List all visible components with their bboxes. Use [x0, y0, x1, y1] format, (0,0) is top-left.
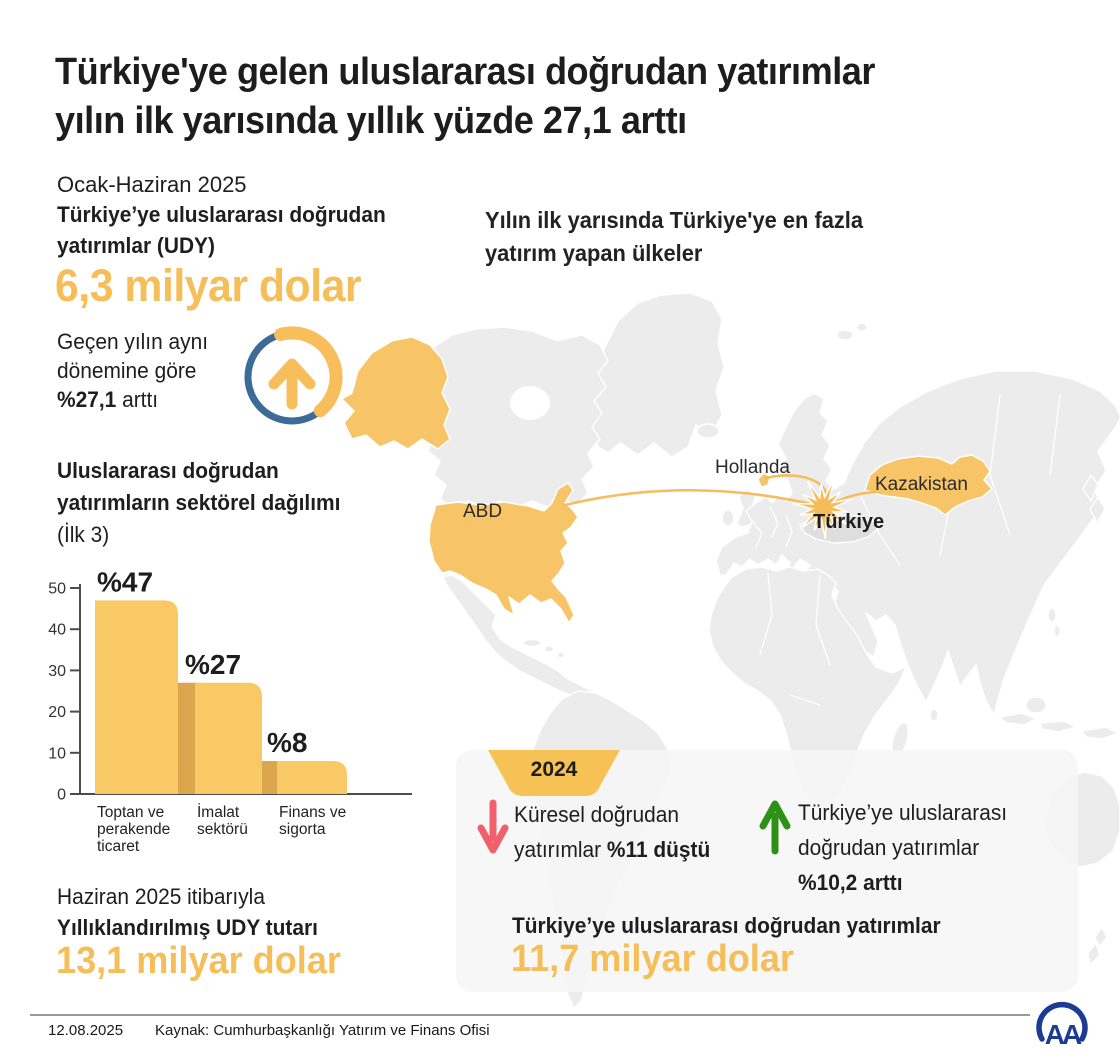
udy-period: Ocak-Haziran 2025 — [57, 172, 247, 197]
box-total-value: 11,7 milyar dolar — [511, 938, 794, 980]
annualized-period: Haziran 2025 itibarıyla — [57, 884, 265, 909]
global-investment-note: Küresel doğrudan yatırımlar %11 düştü — [514, 797, 710, 867]
svg-text:İmalat: İmalat — [197, 803, 240, 821]
map-canada — [419, 326, 609, 508]
footer-source: Kaynak: Cumhurbaşkanlığı Yatırım ve Fina… — [155, 1022, 490, 1039]
sector-bar-chart: 0 10 20 30 40 50 %47 Toptan veperakendeticaret%… — [48, 566, 412, 855]
turkey-note-line2: doğrudan yatırımlar — [798, 835, 980, 860]
year-2024-panel: 2024 Küresel doğrudan yatırımlar %11 düş… — [456, 750, 1078, 992]
svg-text:%27: %27 — [185, 649, 241, 680]
annualized-label: Yıllıklandırılmış UDY tutarı — [57, 915, 318, 940]
svg-text:ticaret: ticaret — [97, 838, 140, 855]
global-note-line2: yatırımlar %11 düştü — [514, 832, 710, 867]
udy-note-tail: arttı — [116, 387, 159, 412]
year-badge: 2024 — [488, 750, 620, 796]
udy-note-line3: %27,1 arttı — [57, 385, 208, 414]
svg-text:Toptan ve: Toptan ve — [97, 804, 164, 821]
footer-divider — [30, 1014, 1030, 1016]
map-label-netherlands: Hollanda — [715, 457, 790, 478]
up-arrow-green-icon — [759, 800, 791, 855]
map-label-turkey: Türkiye — [813, 511, 884, 533]
map-greenland — [589, 292, 725, 458]
map-usa-highlight — [428, 482, 579, 624]
udy-label-line1: Türkiye’ye uluslararası doğrudan — [57, 202, 386, 227]
map-heading-line2: yatırım yapan ülkeler — [485, 240, 703, 266]
year-badge-label: 2024 — [530, 758, 578, 781]
turkey-starburst-icon — [792, 478, 853, 540]
udy-label-line2: yatırımlar (UDY) — [57, 233, 215, 258]
svg-text:%8: %8 — [267, 727, 307, 758]
svg-text:sektörü: sektörü — [197, 821, 248, 838]
page-title-line1: Türkiye'ye gelen uluslararası doğrudan y… — [55, 51, 875, 93]
year-badge-shape — [488, 750, 620, 796]
udy-value: 6,3 milyar dolar — [55, 260, 362, 311]
turkey-investment-note: Türkiye’ye uluslararası doğrudan yatırım… — [798, 795, 1007, 900]
box-total-label: Türkiye’ye uluslararası doğrudan yatırım… — [512, 913, 941, 938]
udy-note: Geçen yılın aynı dönemine göre %27,1 art… — [57, 327, 208, 414]
up-arrow-icon — [268, 358, 316, 410]
footer-date: 12.08.2025 — [48, 1022, 124, 1039]
svg-text:0: 0 — [57, 787, 66, 804]
svg-text:50: 50 — [48, 581, 66, 598]
map-alaska-highlight — [341, 336, 451, 450]
aa-logo-text: AA — [1045, 1019, 1082, 1050]
page-title-line2: yılın ilk yarısında yıllık yüzde 27,1 ar… — [55, 100, 687, 142]
sector-heading-line3: (İlk 3) — [57, 522, 110, 547]
global-note-line1: Küresel doğrudan — [514, 802, 680, 827]
map-heading: Yılın ilk yarısında Türkiye'ye en fazla … — [485, 204, 863, 270]
map-kazakhstan-highlight — [864, 454, 993, 516]
map-label-usa: ABD — [463, 501, 502, 522]
svg-text:10: 10 — [48, 745, 66, 762]
arc-usa-turkey — [563, 488, 822, 508]
udy-note-bold: %27,1 — [57, 387, 117, 412]
udy-label: Türkiye’ye uluslararası doğrudan yatırım… — [57, 199, 386, 261]
down-arrow-icon — [477, 799, 509, 854]
svg-text:Finans ve: Finans ve — [279, 804, 346, 821]
udy-note-line1: Geçen yılın aynı — [57, 329, 209, 354]
page-title: Türkiye'ye gelen uluslararası doğrudan y… — [55, 48, 875, 146]
svg-text:%47: %47 — [97, 566, 153, 597]
annualized-value: 13,1 milyar dolar — [56, 940, 341, 982]
svg-text:sigorta: sigorta — [279, 821, 326, 838]
turkey-note-line1: Türkiye’ye uluslararası — [798, 800, 1008, 825]
global-note-prefix: yatırımlar — [514, 837, 607, 862]
udy-note-line2: dönemine göre — [57, 358, 197, 383]
map-label-kazakhstan: Kazakistan — [875, 474, 968, 495]
sector-heading: Uluslararası doğrudan yatırımların sektö… — [57, 455, 340, 551]
svg-text:30: 30 — [48, 663, 66, 680]
turkey-note-bold: %10,2 arttı — [798, 870, 903, 895]
increase-circle-icon — [244, 326, 343, 425]
svg-text:20: 20 — [48, 704, 66, 721]
svg-text:40: 40 — [48, 622, 66, 639]
aa-agency-logo-icon: AA — [1036, 1001, 1088, 1050]
map-eurasia — [715, 370, 1120, 716]
global-note-bold: %11 düştü — [606, 837, 711, 862]
sector-heading-line1: Uluslararası doğrudan — [57, 458, 279, 483]
sector-heading-line2: yatırımların sektörel dağılımı — [57, 490, 341, 515]
svg-text:perakende: perakende — [97, 821, 170, 838]
map-heading-line1: Yılın ilk yarısında Türkiye'ye en fazla — [485, 207, 864, 233]
